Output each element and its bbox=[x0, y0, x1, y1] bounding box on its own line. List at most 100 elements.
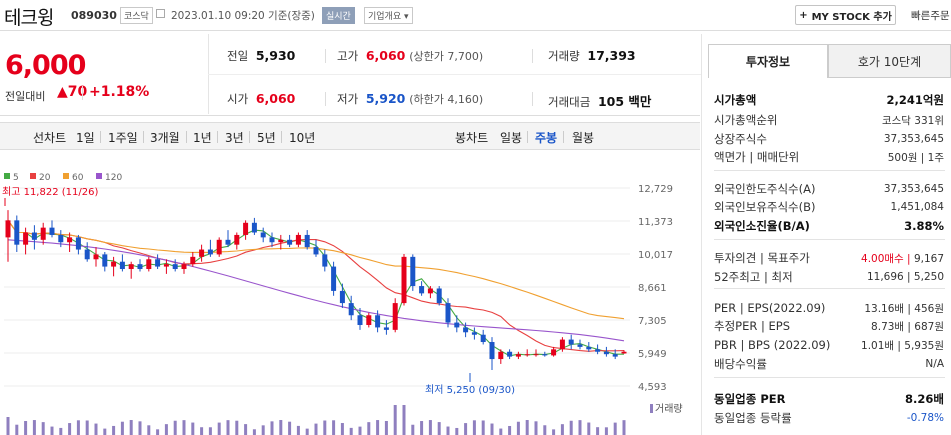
candle-body bbox=[383, 327, 389, 330]
candle-weekly[interactable]: 주봉 bbox=[535, 131, 558, 145]
invest-info-value: 코스닥 331위 bbox=[881, 114, 944, 127]
invest-info-row: 52주최고 | 최저 11,696 | 5,250 bbox=[714, 268, 944, 286]
divider bbox=[532, 49, 533, 63]
stat-value: 6,060 bbox=[255, 91, 296, 106]
volume-bar bbox=[41, 422, 45, 435]
divider bbox=[208, 74, 701, 75]
datetime-label: 2023.01.10 09:20 기준(장중) bbox=[171, 10, 315, 22]
candle-body bbox=[436, 288, 442, 304]
candle-body bbox=[260, 232, 266, 238]
divider bbox=[325, 49, 326, 63]
invest-info-value: 11,696 | 5,250 bbox=[866, 271, 944, 283]
stat-value: 5,930 bbox=[255, 48, 296, 63]
volume-bar bbox=[499, 428, 503, 435]
invest-info-row: PER | EPS(2022.09) 13.16배 | 456원 bbox=[714, 299, 944, 317]
period-bar bbox=[0, 122, 700, 150]
quick-order-link[interactable]: 빠른주문 bbox=[911, 10, 950, 22]
candle-body bbox=[445, 303, 451, 323]
stat-volume: 거래량 17,393 bbox=[548, 48, 636, 64]
stat-label: 전일 bbox=[227, 49, 249, 63]
volume-bar bbox=[560, 424, 564, 435]
candle-body bbox=[524, 354, 530, 356]
period-1w[interactable]: 1주일 bbox=[108, 131, 138, 145]
candle-body bbox=[181, 264, 187, 270]
invest-info-value: 500원 | 1주 bbox=[887, 151, 944, 164]
y-tick-label: 10,017 bbox=[638, 250, 673, 261]
invest-opinion-value: 4.00매수 | bbox=[861, 252, 914, 265]
candle-body bbox=[313, 247, 319, 255]
stat-label: 시가 bbox=[227, 92, 249, 106]
y-tick-label: 12,729 bbox=[638, 184, 673, 195]
candle-body bbox=[155, 259, 161, 267]
candle-body bbox=[410, 256, 416, 287]
volume-bar bbox=[508, 425, 512, 435]
candle-body bbox=[375, 315, 381, 328]
tab-invest-info[interactable]: 투자정보 bbox=[708, 44, 828, 78]
invest-info-value: 3.88% bbox=[904, 219, 944, 233]
divider bbox=[714, 170, 945, 171]
volume-bar bbox=[402, 405, 406, 435]
volume-bar bbox=[446, 426, 450, 435]
volume-bar bbox=[569, 420, 573, 435]
candle-body bbox=[137, 264, 143, 270]
divider bbox=[532, 92, 533, 106]
volume-bar bbox=[200, 427, 204, 435]
stat-open: 시가 6,060 bbox=[227, 91, 295, 107]
add-my-stock-button[interactable]: + MY STOCK 추가 bbox=[795, 5, 896, 25]
candle-body bbox=[146, 259, 152, 270]
volume-bar bbox=[305, 428, 309, 435]
volume-bar bbox=[164, 424, 168, 435]
high-annotation: 최고 11,822 (11/26) bbox=[2, 186, 98, 198]
candle-body bbox=[357, 315, 363, 325]
invest-info-label: 외국인한도주식수(A) bbox=[714, 182, 816, 196]
divider bbox=[563, 131, 564, 143]
volume-bar bbox=[156, 429, 160, 435]
period-3m[interactable]: 3개월 bbox=[150, 131, 180, 145]
change-percent: +1.18% bbox=[89, 84, 150, 100]
stat-label: 거래대금 bbox=[548, 95, 591, 109]
candle-body bbox=[515, 354, 521, 357]
candle-body bbox=[190, 256, 196, 265]
volume-bar bbox=[24, 421, 28, 435]
invest-info-label: 액면가 | 매매단위 bbox=[714, 150, 800, 164]
stat-label: 거래량 bbox=[548, 49, 580, 63]
add-my-stock-label: MY STOCK 추가 bbox=[811, 11, 892, 23]
period-1d[interactable]: 1일 bbox=[76, 131, 95, 145]
volume-legend-swatch bbox=[650, 404, 653, 413]
volume-bar bbox=[59, 427, 63, 435]
volume-bar bbox=[191, 422, 195, 435]
candle-monthly[interactable]: 월봉 bbox=[572, 131, 595, 145]
corp-info-dropdown[interactable]: 기업개요 ▾ bbox=[364, 7, 413, 24]
volume-bar bbox=[296, 425, 300, 435]
realtime-tag[interactable]: 실시간 bbox=[322, 7, 355, 24]
stock-chart[interactable]: 5 20 60 120 12,729 11,373 10,017 8,661 7,305 5,9… bbox=[0, 160, 700, 435]
candle-body bbox=[111, 261, 117, 267]
candle-body bbox=[595, 349, 601, 352]
candle-body bbox=[498, 351, 504, 360]
tab-hoga-10[interactable]: 호가 10단계 bbox=[828, 44, 951, 78]
calendar-icon bbox=[156, 9, 165, 18]
stat-trade-value: 거래대금 105 백만 bbox=[548, 91, 651, 110]
invest-info-row: 외국인보유주식수(B) 1,451,084 bbox=[714, 198, 944, 216]
volume-bar bbox=[358, 426, 362, 435]
moving-average-line bbox=[7, 219, 625, 320]
period-3y[interactable]: 3년 bbox=[225, 131, 244, 145]
period-1y[interactable]: 1년 bbox=[193, 131, 212, 145]
invest-info-value: 2,241억원 bbox=[886, 93, 944, 107]
period-5y[interactable]: 5년 bbox=[257, 131, 276, 145]
candle-body bbox=[551, 349, 557, 356]
candle-body bbox=[84, 249, 90, 260]
candle-body bbox=[454, 322, 460, 328]
divider bbox=[701, 34, 702, 435]
candle-daily[interactable]: 일봉 bbox=[500, 131, 523, 145]
y-tick-label: 5,949 bbox=[638, 349, 667, 360]
period-10y[interactable]: 10년 bbox=[289, 131, 316, 145]
volume-bar bbox=[129, 420, 133, 435]
invest-info-label: 시가총액 bbox=[714, 93, 757, 107]
current-price: 6,000 bbox=[5, 50, 86, 81]
volume-bar bbox=[120, 421, 124, 435]
invest-info-value: -0.78% bbox=[906, 412, 944, 424]
stat-label: 고가 bbox=[337, 49, 359, 63]
volume-bar bbox=[103, 428, 107, 435]
volume-bar bbox=[622, 420, 626, 435]
